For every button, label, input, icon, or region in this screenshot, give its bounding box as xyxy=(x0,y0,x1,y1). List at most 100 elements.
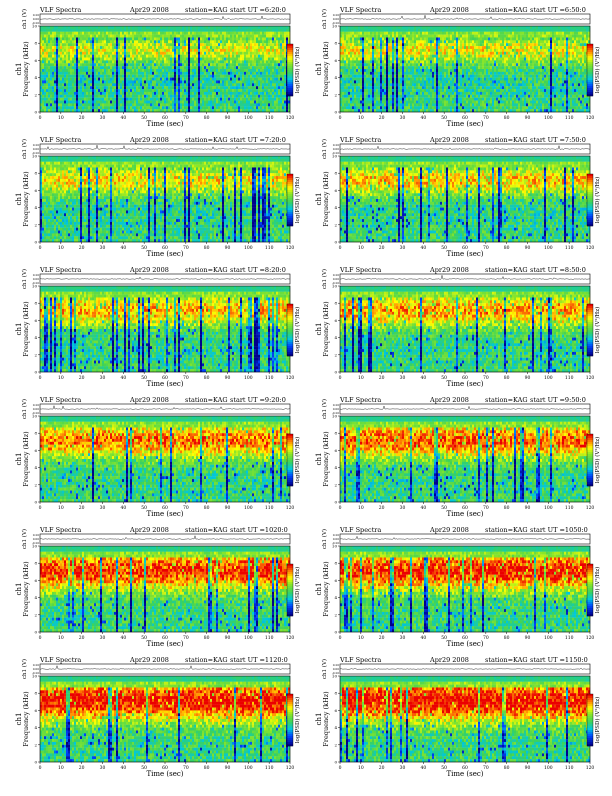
spectrogram-cell xyxy=(146,32,148,35)
spectrogram-cell xyxy=(284,26,286,29)
spectrogram-cell xyxy=(272,46,274,49)
spectrogram-cell xyxy=(250,86,252,89)
spectrogram-cell xyxy=(244,46,246,49)
spectrogram-cell xyxy=(116,26,118,29)
spectrogram-cell xyxy=(106,109,108,112)
spectrogram-cell xyxy=(396,26,398,29)
spectrogram-cell xyxy=(512,37,514,40)
spectrogram-cell xyxy=(140,60,142,63)
spectrogram-cell xyxy=(186,86,188,89)
spectrogram-cell xyxy=(58,55,60,58)
spectrogram-cell xyxy=(80,98,82,101)
spectrogram-cell xyxy=(172,63,174,66)
spectrogram-cell xyxy=(252,29,254,32)
spectrogram-cell xyxy=(170,26,172,29)
spectrogram-cell xyxy=(354,26,356,29)
spectrogram-cell xyxy=(496,37,498,40)
spectrogram-cell xyxy=(250,69,252,72)
spectrogram-cell xyxy=(256,66,258,69)
spectrogram-cell xyxy=(118,98,120,101)
spectrogram-cell xyxy=(174,26,176,29)
spectrogram-cell xyxy=(398,40,400,43)
spectrogram-cell xyxy=(502,43,504,46)
spectrogram-cell xyxy=(560,40,562,43)
spectrogram-cell xyxy=(68,60,70,63)
spectrogram-cell xyxy=(412,49,414,52)
spectrogram-cell xyxy=(370,32,372,35)
spectrogram-cell xyxy=(388,46,390,49)
spectrogram-cell xyxy=(150,95,152,98)
spectrogram-cell xyxy=(156,35,158,38)
spectrogram-cell xyxy=(142,69,144,72)
spectrogram-cell xyxy=(264,98,266,101)
spectrogram-cell xyxy=(74,80,76,83)
spectrogram-cell xyxy=(160,49,162,52)
spectrogram-cell xyxy=(114,80,116,83)
spectrogram-cell xyxy=(226,101,228,104)
spectrogram-cell xyxy=(182,83,184,86)
spectrogram-cell xyxy=(88,46,90,49)
spectrogram-cell xyxy=(194,32,196,35)
spectrogram-cell xyxy=(112,106,114,109)
spectrogram-cell xyxy=(182,60,184,63)
spectrogram-cell xyxy=(574,40,576,43)
spectrogram-cell xyxy=(74,92,76,95)
spectrogram-cell xyxy=(64,83,66,86)
time-tick-label: 70 xyxy=(183,115,189,121)
spectrogram-cell xyxy=(218,55,220,58)
spectrogram-cell xyxy=(190,58,192,61)
spectrogram-cell xyxy=(138,103,140,106)
spectrogram-cell xyxy=(254,26,256,29)
spectrogram-cell xyxy=(270,83,272,86)
spectrogram-cell xyxy=(268,89,270,92)
spectrogram-cell xyxy=(168,49,170,52)
spectrogram-cell xyxy=(46,60,48,63)
spectrogram-cell xyxy=(170,49,172,52)
spectrogram-cell xyxy=(586,29,588,32)
spectrogram-cell xyxy=(226,46,228,49)
spectrogram-cell xyxy=(278,80,280,83)
spectrogram-cell xyxy=(240,58,242,61)
spectrogram-cell xyxy=(394,49,396,52)
spectrogram-cell xyxy=(512,26,514,29)
spectrogram-cell xyxy=(120,69,122,72)
spectrogram-cell xyxy=(132,83,134,86)
spectrogram-cell xyxy=(122,106,124,109)
spectrogram-cell xyxy=(86,83,88,86)
spectrogram-cell xyxy=(414,26,416,29)
spectrogram-cell xyxy=(272,37,274,40)
spectrogram-cell xyxy=(362,26,364,29)
spectrogram-cell xyxy=(114,95,116,98)
spectrogram-cell xyxy=(94,58,96,61)
spectrogram-cell xyxy=(192,75,194,78)
spectrogram-cell xyxy=(374,40,376,43)
spectrogram-cell xyxy=(172,103,174,106)
spectrogram-cell xyxy=(410,32,412,35)
spectrogram-cell xyxy=(204,72,206,75)
spectrogram-cell xyxy=(156,103,158,106)
spectrogram-cell xyxy=(418,46,420,49)
spectrogram-cell xyxy=(76,52,78,55)
spectrogram-cell xyxy=(50,106,52,109)
spectrogram-cell xyxy=(276,109,278,112)
spectrogram-cell xyxy=(224,35,226,38)
spectrogram-cell xyxy=(216,58,218,61)
spectrogram-cell xyxy=(88,32,90,35)
spectrogram-cell xyxy=(348,43,350,46)
spectrogram-cell xyxy=(60,55,62,58)
spectrogram-cell xyxy=(80,92,82,95)
spectrogram-cell xyxy=(84,78,86,81)
spectrogram-cell xyxy=(172,43,174,46)
spectrogram-cell xyxy=(116,89,118,92)
spectrogram-cell xyxy=(42,75,44,78)
spectrogram-cell xyxy=(176,63,178,66)
spectrogram-cell xyxy=(526,40,528,43)
spectrogram-cell xyxy=(286,109,288,112)
spectrogram-cell xyxy=(196,72,198,75)
spectrogram-cell xyxy=(476,49,478,52)
spectrogram-cell xyxy=(224,63,226,66)
spectrogram-cell xyxy=(78,75,80,78)
time-tick-label: 40 xyxy=(120,115,126,121)
spectrogram-cell xyxy=(178,49,180,52)
